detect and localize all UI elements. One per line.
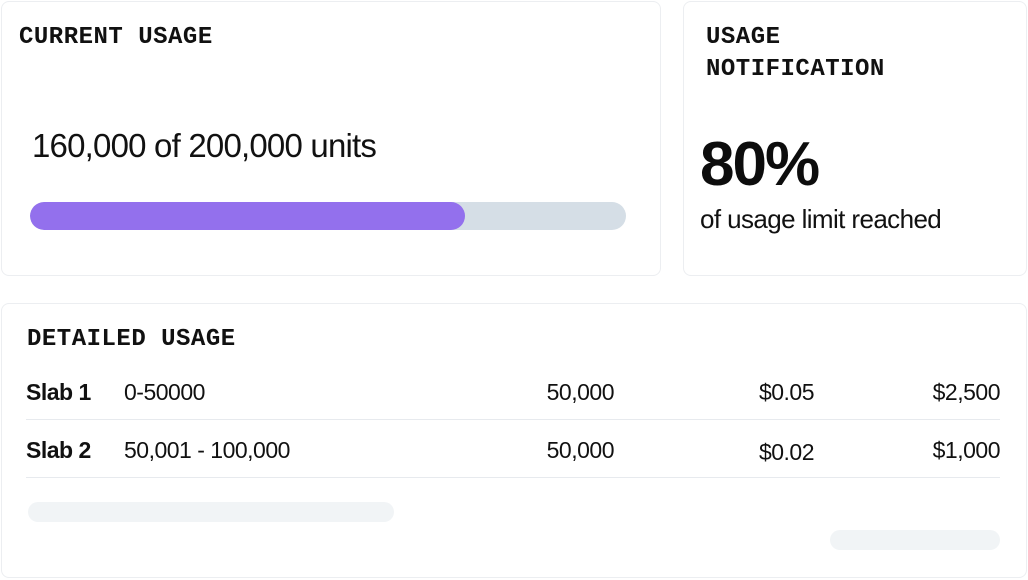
usage-amount-text: 160,000 of 200,000 units <box>32 127 377 164</box>
slab-name: Slab 2 <box>26 437 91 463</box>
slab-units: 50,000 <box>546 437 615 463</box>
usage-notification-card: USAGE NOTIFICATION 80% of usage limit re… <box>683 1 1027 276</box>
slab-name: Slab 1 <box>26 379 91 405</box>
usage-notification-title: USAGE NOTIFICATION <box>706 24 885 83</box>
slab-range: 50,001 - 100,000 <box>124 437 290 463</box>
slab-units: 50,000 <box>546 379 615 405</box>
slab-range: 0-50000 <box>124 379 205 405</box>
table-row: Slab 2 50,001 - 100,000 50,000 $0.02 $1,… <box>26 422 1001 478</box>
skeleton-placeholder-left <box>28 502 394 522</box>
slab-rate: $0.05 <box>758 379 815 405</box>
slab-amount: $2,500 <box>932 379 1001 405</box>
usage-percent-caption: of usage limit reached <box>700 204 942 234</box>
current-usage-card: CURRENT USAGE 160,000 of 200,000 units <box>1 1 661 276</box>
table-row: Slab 1 0-50000 50,000 $0.05 $2,500 <box>26 364 1001 420</box>
slab-rate: $0.02 <box>758 439 815 465</box>
usage-percent-value: 80% <box>700 130 820 199</box>
slab-amount: $1,000 <box>932 437 1001 463</box>
usage-progress-fill <box>30 202 466 230</box>
detailed-usage-title: DETAILED USAGE <box>27 326 236 353</box>
usage-progress-bar <box>30 202 626 230</box>
detailed-usage-card: DETAILED USAGE Slab 1 0-50000 50,000 $0.… <box>1 303 1027 578</box>
current-usage-title: CURRENT USAGE <box>19 24 213 51</box>
skeleton-placeholder-right <box>830 530 1000 550</box>
